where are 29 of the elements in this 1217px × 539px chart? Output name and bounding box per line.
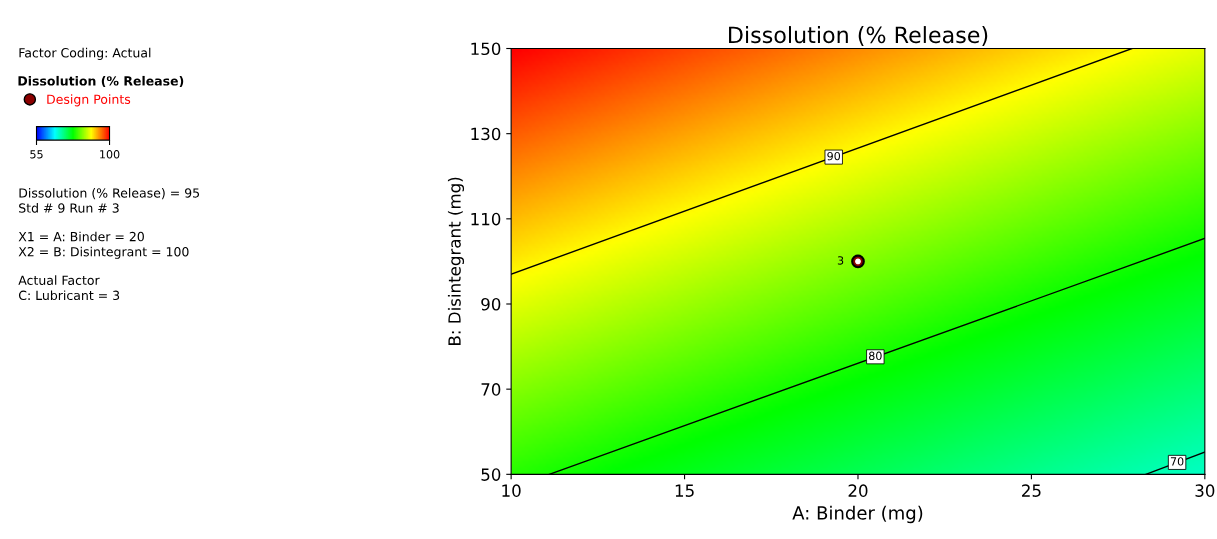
color-bar-label: 100 (100, 150, 120, 159)
chart-title: Dissolution (% Release) (729, 26, 988, 46)
y-tick-label: 130 (471, 127, 501, 141)
y-tick-label: 70 (481, 383, 501, 396)
text: X1 = A: Binder = 20 (18, 231, 144, 242)
y-tick-label: 110 (471, 212, 501, 226)
annotation: 80 (869, 351, 882, 361)
text: Dissolution (% Release) = 95 (19, 187, 200, 200)
x-axis-title: A: Binder (mg) (792, 505, 923, 524)
legend-label: Design Points (47, 94, 131, 107)
y-tick-label: 90 (481, 297, 501, 311)
x-tick-label: 15 (675, 484, 694, 497)
y-tick-label: 50 (481, 468, 501, 481)
text: C: Lubricant = 3 (18, 290, 120, 301)
annotation: 70 (1170, 457, 1184, 466)
legend-title: Dissolution (% Release) (18, 75, 184, 88)
annotation: 90 (827, 151, 841, 161)
annotation: 3 (837, 256, 844, 265)
y-tick-label: 150 (471, 42, 501, 56)
x-tick-label: 10 (502, 484, 521, 497)
x-tick-label: 20 (848, 484, 868, 497)
text: X2 = B: Disintegrant = 100 (18, 246, 189, 259)
y-axis-title: B: Disintegrant (mg) (447, 177, 465, 345)
x-tick-label: 30 (1195, 484, 1215, 497)
text: Actual Factor (18, 275, 100, 285)
color-bar-label: 55 (30, 150, 43, 159)
text: Std # 9 Run # 3 (19, 203, 119, 213)
text: Factor Coding: Actual (19, 47, 151, 60)
x-tick-label: 25 (1022, 484, 1041, 497)
